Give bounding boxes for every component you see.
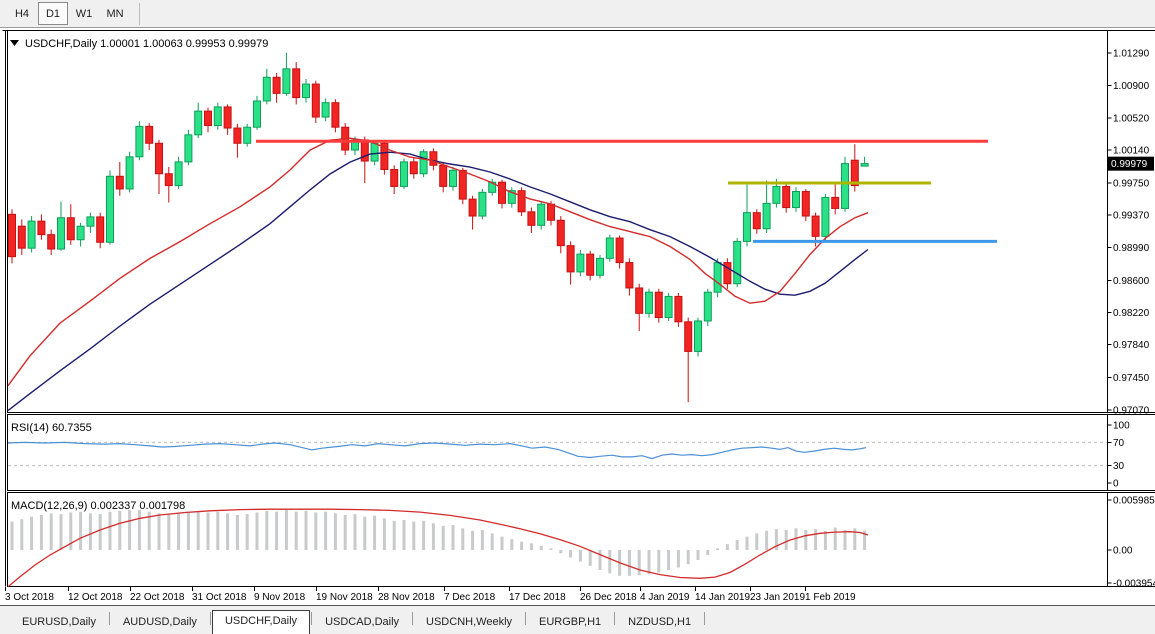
ma-fast-line [7,137,869,387]
tab-separator [412,611,414,625]
tab-usdcad-daily[interactable]: USDCAD,Daily [325,616,400,628]
tab-eurusd-daily[interactable]: EURUSD,Daily [22,616,96,628]
tab-separator [311,611,313,625]
rsi-line [7,441,867,460]
svg-text:1.00520: 1.00520 [1113,113,1150,124]
rsi-axis: 100 70 30 0 [1107,421,1130,490]
svg-text:14 Jan 2019: 14 Jan 2019 [695,592,750,603]
svg-text:1.01290: 1.01290 [1113,48,1150,59]
chart-tab-bar: EURUSD,Daily AUDUSD,Daily USDCHF,Daily USDC… [0,606,1155,634]
svg-text:22 Oct 2018: 22 Oct 2018 [130,592,185,603]
macd-signal-line [7,508,869,588]
symbol-dropdown-icon[interactable] [10,40,19,46]
date-axis: 3 Oct 2018 12 Oct 2018 22 Oct 2018 31 Oct 2… [5,587,856,603]
svg-text:0.98990: 0.98990 [1113,243,1150,254]
chart-title: USDCHF,Daily 1.00001 1.00063 0.99953 0.9… [25,38,268,50]
macd-histogram [10,510,867,576]
tab-eurgbp-h1[interactable]: EURGBP,H1 [539,616,602,628]
svg-text:0.97840: 0.97840 [1113,340,1150,351]
svg-text:0.99370: 0.99370 [1113,211,1150,222]
svg-text:4 Jan 2019: 4 Jan 2019 [640,592,690,603]
macd-axis: 0.005985 0.00 -0.003954 [1107,496,1155,589]
timeframe-d1-button[interactable]: D1 [38,2,68,25]
svg-text:0.99979: 0.99979 [1111,159,1148,170]
svg-text:17 Dec 2018: 17 Dec 2018 [509,592,566,603]
tab-audusd-daily[interactable]: AUDUSD,Daily [122,616,197,628]
tab-separator [108,611,110,625]
chart-canvas[interactable]: 1.01290 1.00900 1.00520 1.00140 0.99750 0.993… [0,28,1155,606]
ma-slow-line [7,151,869,412]
svg-text:100: 100 [1113,421,1130,432]
svg-text:0.005985: 0.005985 [1113,496,1155,507]
svg-text:0.00: 0.00 [1113,546,1133,557]
panel-frames [0,28,1155,606]
candlestick-series [8,52,869,403]
tab-separator [525,611,527,625]
svg-text:3 Oct 2018: 3 Oct 2018 [5,592,54,603]
tab-separator [209,611,211,625]
macd-label: MACD(12,26,9) 0.002337 0.001798 [11,500,185,512]
timeframe-w1-button[interactable]: W1 [75,7,93,20]
svg-text:23 Jan 2019: 23 Jan 2019 [750,592,805,603]
svg-text:31 Oct 2018: 31 Oct 2018 [192,592,247,603]
timeframe-toolbar: H4 D1 W1 MN [0,0,1155,28]
rsi-label: RSI(14) 60.7355 [11,422,92,434]
svg-text:1.00900: 1.00900 [1113,81,1150,92]
svg-text:9 Nov 2018: 9 Nov 2018 [254,592,306,603]
svg-text:0.97450: 0.97450 [1113,373,1150,384]
tab-usdcnh-weekly[interactable]: USDCNH,Weekly [426,616,513,628]
svg-text:0.98600: 0.98600 [1113,276,1150,287]
svg-text:12 Oct 2018: 12 Oct 2018 [68,592,123,603]
svg-text:30: 30 [1113,461,1125,472]
svg-text:19 Nov 2018: 19 Nov 2018 [316,592,373,603]
current-price-badge: 0.99979 [1108,156,1154,171]
toolbar-separator [139,2,140,25]
svg-text:70: 70 [1113,438,1125,449]
svg-text:0: 0 [1113,479,1119,490]
timeframe-mn-button[interactable]: MN [106,7,124,20]
svg-text:-0.003954: -0.003954 [1113,578,1155,589]
svg-text:7 Dec 2018: 7 Dec 2018 [444,592,496,603]
tab-usdchf-daily[interactable]: USDCHF,Daily [211,610,311,634]
svg-text:0.98220: 0.98220 [1113,308,1150,319]
svg-text:1.00140: 1.00140 [1113,146,1150,157]
tab-separator [614,611,616,625]
svg-text:0.99750: 0.99750 [1113,179,1150,190]
svg-text:0.97070: 0.97070 [1113,405,1150,416]
timeframe-h4-button[interactable]: H4 [14,7,30,20]
svg-text:26 Dec 2018: 26 Dec 2018 [580,592,637,603]
tab-nzdusd-h1[interactable]: NZDUSD,H1 [628,616,692,628]
svg-text:28 Nov 2018: 28 Nov 2018 [378,592,435,603]
price-axis: 1.01290 1.00900 1.00520 1.00140 0.99750 0.993… [1107,48,1150,416]
svg-text:1 Feb 2019: 1 Feb 2019 [805,592,856,603]
tab-separator [704,611,706,625]
